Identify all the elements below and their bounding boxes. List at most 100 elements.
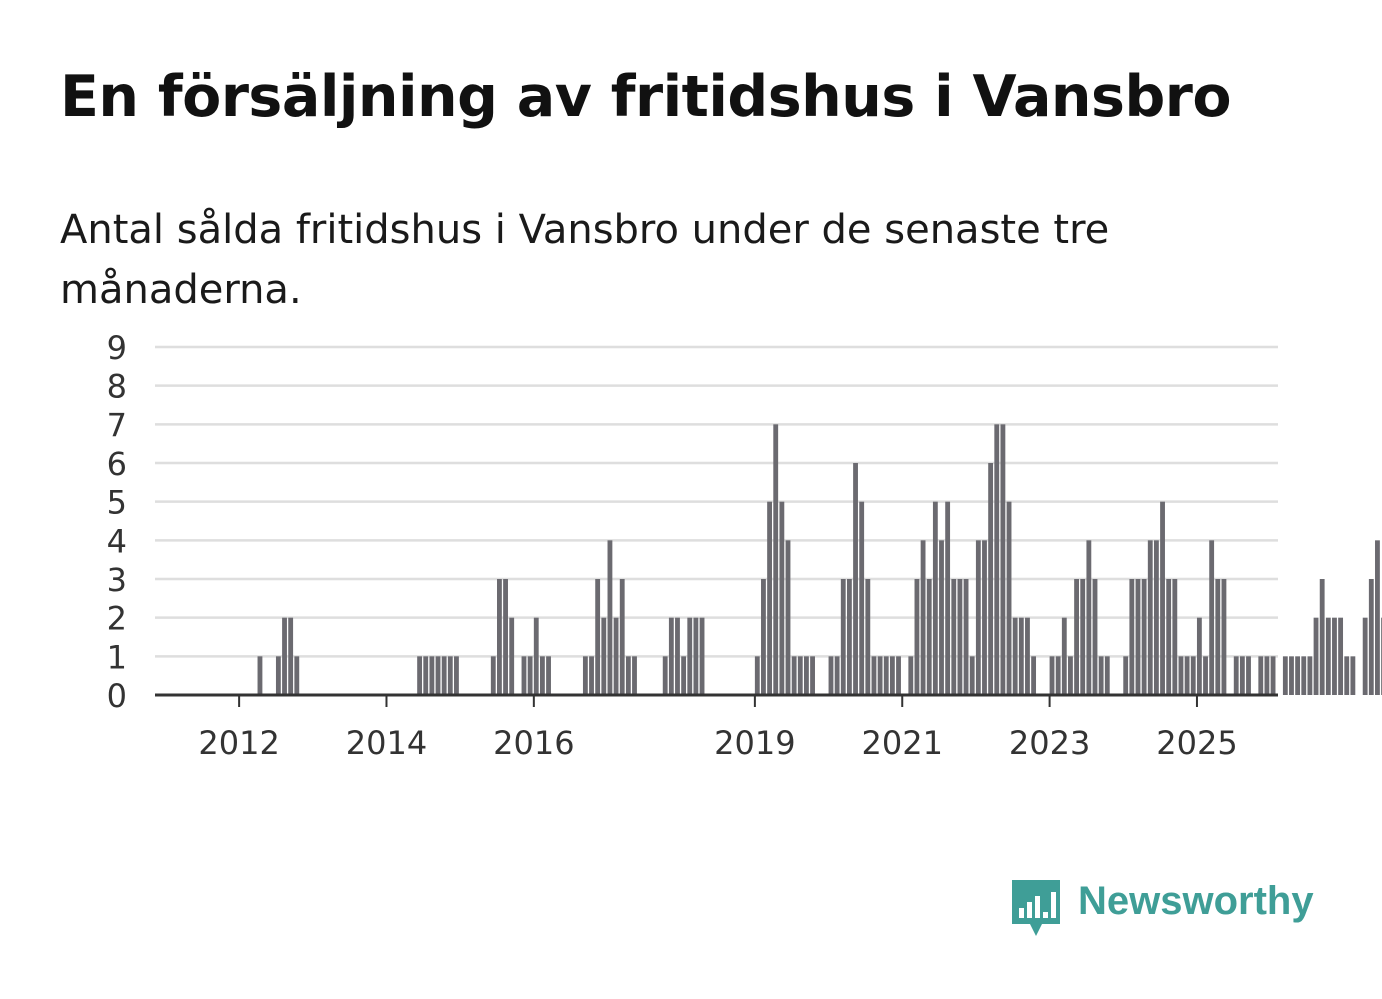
bar [1018,617,1024,695]
bar [975,540,981,695]
chart-subtitle: Antal sålda fritidshus i Vansbro under d… [60,207,1110,313]
bar [1289,656,1294,695]
bar [828,656,834,695]
bar [423,656,429,695]
bar [1233,656,1239,695]
bar [521,656,527,695]
x-tick-label: 2021 [862,724,943,762]
bar [791,656,797,695]
bar [1068,656,1073,695]
bar [1258,656,1264,695]
brand-name: Newsworthy [1078,879,1314,923]
bar [963,579,969,695]
bar [435,656,441,695]
bar [877,656,883,695]
bar [1104,656,1110,695]
bar [699,617,705,695]
bar [994,424,1000,695]
bar [785,540,791,695]
bar [1239,656,1245,695]
bar [1031,656,1037,695]
bar [429,656,435,695]
x-tick-label: 2019 [714,724,795,762]
bar [1080,579,1086,695]
bar [417,656,423,695]
bar [920,540,926,695]
y-tick-label: 2 [107,600,127,638]
bar [982,540,987,695]
bar [546,656,551,695]
y-tick-label: 0 [107,677,127,715]
bar [896,656,901,695]
bar [1307,656,1313,695]
bar [595,579,601,695]
bar [668,617,674,695]
y-tick-label: 9 [107,329,127,367]
chart-title: En försäljning av fritidshus i Vansbro [60,64,1232,130]
bar [846,579,852,695]
bar [1074,579,1079,695]
bar [926,579,932,695]
bar [1129,579,1135,695]
bar [908,656,914,695]
bar [1332,617,1337,695]
x-tick-label: 2025 [1156,724,1237,762]
bar [1049,656,1055,695]
bar [754,656,760,695]
x-axis-ticks: 2012 2014 2016 2019 2021 2023 2025 [198,695,1238,762]
bar [1184,656,1190,695]
bar [1246,656,1251,695]
bar [1264,656,1270,695]
bar [257,656,263,695]
x-tick-label: 2023 [1009,724,1090,762]
bar [447,656,453,695]
bar [859,501,865,695]
bar [883,656,889,695]
bar [675,617,680,695]
bar [945,501,951,695]
bar [294,656,300,695]
bar [1209,540,1215,695]
bar [1203,656,1208,695]
bar [1295,656,1301,695]
bar [1141,579,1147,695]
bar [454,656,459,695]
bar [681,656,687,695]
bar [840,579,846,695]
bar [1362,617,1368,695]
bar [1025,617,1030,695]
bar-chart-speech-bubble-icon [1012,880,1060,936]
y-tick-label: 4 [107,522,127,560]
bar [1325,617,1331,695]
bar [503,579,508,695]
bar [1221,579,1227,695]
y-tick-label: 1 [107,638,127,676]
y-tick-label: 8 [107,368,127,406]
bar [1301,656,1307,695]
bar [1061,617,1067,695]
bar [1313,617,1319,695]
bar [1178,656,1184,695]
gridlines [155,345,1278,658]
bar [282,617,287,695]
bar [497,579,502,695]
bar [932,501,938,695]
bar [1319,579,1325,695]
y-tick-label: 3 [107,561,127,599]
bar [490,656,496,695]
bar [1368,579,1374,695]
bar [1135,579,1141,695]
bar [810,656,815,695]
bar [1098,656,1104,695]
bars [257,424,1382,695]
bar [625,656,631,695]
bar [533,617,539,695]
bar [601,617,607,695]
bar [589,656,594,695]
bar [1196,617,1202,695]
bar [939,540,944,695]
bar [865,579,871,695]
bar [1166,579,1172,695]
bar [773,424,779,695]
bar [969,656,975,695]
